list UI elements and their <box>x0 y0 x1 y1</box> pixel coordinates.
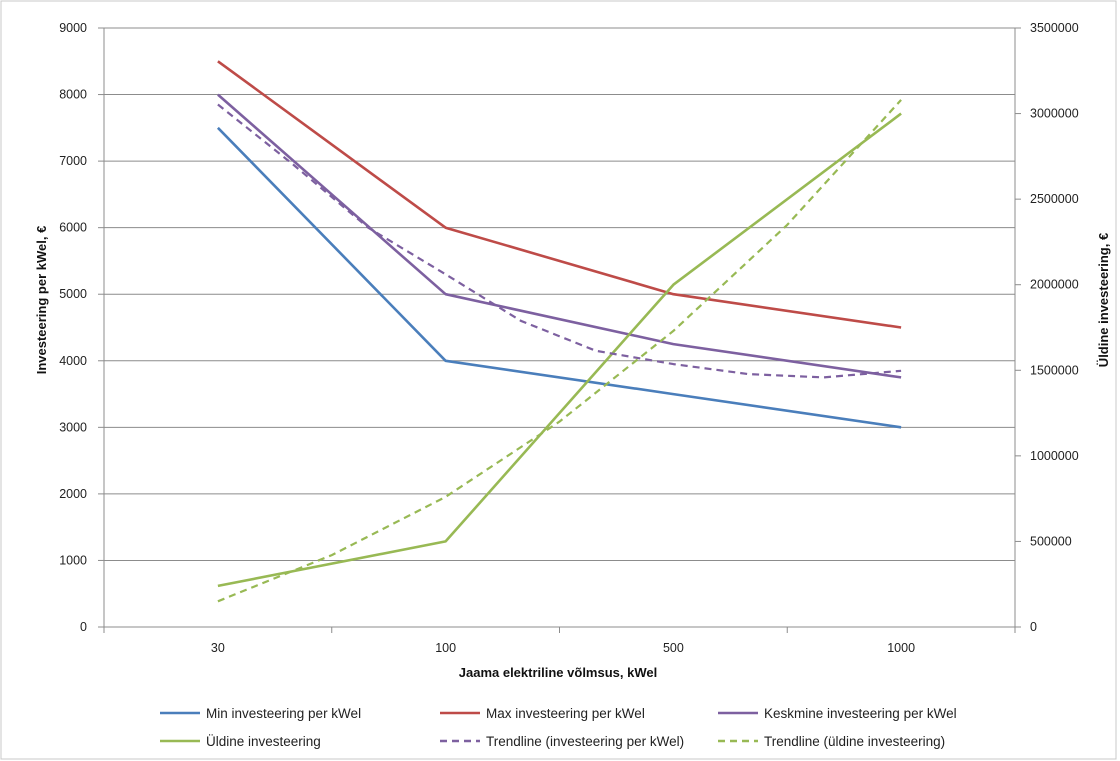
series-layer <box>216 60 902 603</box>
x-tick-labels: 30 100 500 1000 <box>211 641 915 655</box>
x-tick-label: 1000 <box>887 641 915 655</box>
right-tick-labels: 0 500000 1000000 1500000 2000000 2500000 30000… <box>1030 21 1079 634</box>
right-tick-label: 3500000 <box>1030 21 1079 35</box>
x-tick-label: 30 <box>211 641 225 655</box>
right-tick-label: 1000000 <box>1030 449 1079 463</box>
right-tick-label: 2500000 <box>1030 192 1079 206</box>
left-tick-label: 9000 <box>59 21 87 35</box>
right-tick-label: 500000 <box>1030 534 1072 548</box>
right-tick-label: 3000000 <box>1030 107 1079 121</box>
right-tick-label: 1500000 <box>1030 363 1079 377</box>
series-line-5 <box>217 99 902 603</box>
series-line-4 <box>217 103 902 379</box>
right-tick-label: 2000000 <box>1030 278 1079 292</box>
legend-label: Trendline (investeering per kWel) <box>486 734 684 749</box>
legend-label: Max investeering per kWel <box>486 706 645 721</box>
x-axis-title: Jaama elektriline võlmsus, kWel <box>459 665 657 680</box>
legend-label: Keskmine investeering per kWel <box>764 706 957 721</box>
left-tick-labels: 0 1000 2000 3000 4000 5000 6000 7000 8000 9000 <box>59 21 87 634</box>
legend-label: Min investeering per kWel <box>206 706 361 721</box>
legend-label: Üldine investeering <box>206 734 321 749</box>
legend-label: Trendline (üldine investeering) <box>764 734 945 749</box>
series-line-0 <box>216 126 902 429</box>
x-tick-label: 500 <box>663 641 684 655</box>
y-axis-title: Investeering per kWel, € <box>34 226 49 375</box>
legend: Min investeering per kWel Max investeerin… <box>160 706 957 749</box>
left-tick-label: 1000 <box>59 553 87 567</box>
left-tick-label: 0 <box>80 620 87 634</box>
series-line-3 <box>217 112 902 588</box>
series-line-2 <box>217 93 902 379</box>
left-tick-label: 8000 <box>59 88 87 102</box>
x-tick-label: 100 <box>435 641 456 655</box>
left-tick-label: 4000 <box>59 354 87 368</box>
right-tick-label: 0 <box>1030 620 1037 634</box>
gridlines <box>104 27 1015 561</box>
left-tick-label: 2000 <box>59 487 87 501</box>
series-line-1 <box>217 60 902 329</box>
axes <box>98 27 1021 633</box>
y2-axis-title: Üldine investeering, € <box>1096 233 1111 367</box>
left-tick-label: 3000 <box>59 420 87 434</box>
left-tick-label: 5000 <box>59 287 87 301</box>
left-tick-label: 7000 <box>59 154 87 168</box>
left-tick-label: 6000 <box>59 221 87 235</box>
